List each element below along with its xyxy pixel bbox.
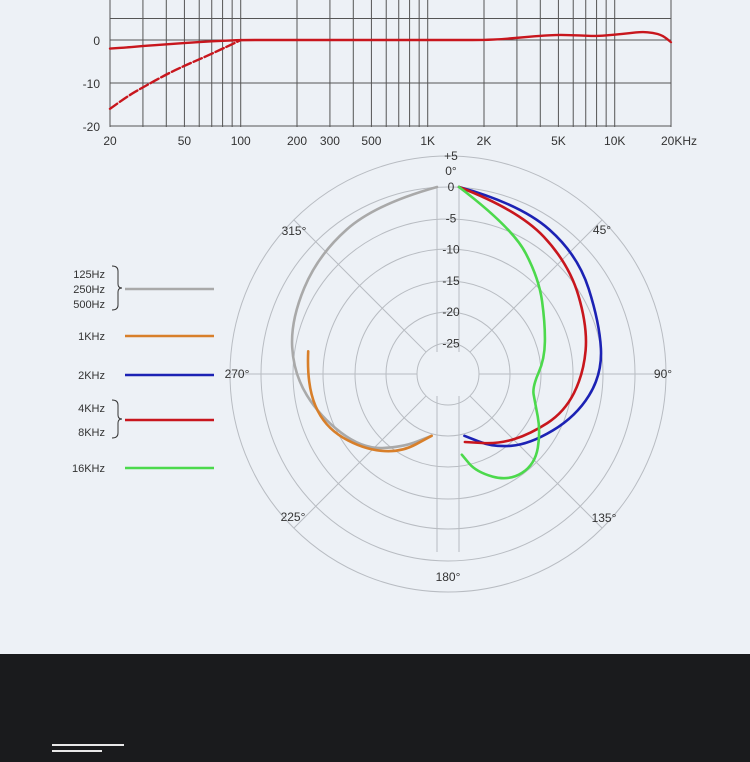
legend-label: 125Hz xyxy=(73,269,105,281)
angle-label: 315° xyxy=(282,224,307,238)
x-tick-label: 20 xyxy=(103,134,117,148)
radius-tick-label: -25 xyxy=(442,336,460,350)
x-tick-label: 20KHz xyxy=(661,134,697,148)
angle-label: 0° xyxy=(445,164,457,178)
angle-label: 45° xyxy=(593,223,611,237)
x-tick-label: 500 xyxy=(361,134,381,148)
radius-tick-label: -15 xyxy=(442,274,460,288)
radius-tick-label: -5 xyxy=(446,211,457,225)
radius-tick-label: 0 xyxy=(448,180,455,194)
y-tick-label: -10 xyxy=(83,77,101,91)
x-tick-label: 10K xyxy=(604,134,625,148)
radius-tick-label: -10 xyxy=(442,243,460,257)
polar-legend: 125Hz 250Hz 500Hz 1KHz 2KHz 4KHz 8KHz 16KHz xyxy=(72,265,214,475)
legend-label: 250Hz xyxy=(73,284,105,296)
legend-label: 2KHz xyxy=(78,370,105,382)
x-tick-label: 200 xyxy=(287,134,307,148)
polar-spoke xyxy=(469,395,603,529)
y-tick-label: -20 xyxy=(83,120,101,134)
polar-curve xyxy=(306,350,433,453)
angle-label: 90° xyxy=(654,367,672,381)
polar-curve xyxy=(457,185,603,448)
angle-label: 135° xyxy=(592,511,617,525)
x-tick-label: 5K xyxy=(551,134,566,148)
x-tick-label: 300 xyxy=(320,134,340,148)
angle-label: 180° xyxy=(436,570,461,584)
angle-label: 225° xyxy=(281,510,306,524)
angle-label: 270° xyxy=(225,367,250,381)
response-curve xyxy=(108,30,673,50)
y-tick-label: 0 xyxy=(93,34,100,48)
x-tick-label: 100 xyxy=(231,134,251,148)
polar-spoke xyxy=(293,219,427,353)
x-tick-label: 50 xyxy=(178,134,192,148)
menu-icon-line xyxy=(52,750,102,752)
legend-brace xyxy=(111,265,123,311)
polar-spoke xyxy=(293,395,427,529)
legend-label: 4KHz xyxy=(78,403,105,415)
polar-ring xyxy=(416,342,480,406)
polar-spoke xyxy=(469,219,603,353)
legend-label: 8KHz xyxy=(78,427,105,439)
radius-tick-label: +5 xyxy=(444,149,458,163)
radius-tick-label: -20 xyxy=(442,305,460,319)
legend-label: 500Hz xyxy=(73,299,105,311)
menu-icon[interactable] xyxy=(52,744,124,746)
legend-brace xyxy=(111,399,123,439)
chart-area: 0 -10 -20 20 50 100 200 300 500 1K 2K 5K 10K 20KHz +5… xyxy=(72,0,697,593)
polar-curve xyxy=(457,185,547,480)
response-curve xyxy=(108,38,242,110)
x-tick-label: 1K xyxy=(420,134,435,148)
polar-pattern-chart: +5 0 -5 -10 -15 -20 -25 0° 45° 90° 135° 180° 225° 270… xyxy=(225,149,672,593)
legend-label: 16KHz xyxy=(72,463,105,475)
polar-curve xyxy=(457,185,588,445)
x-tick-label: 2K xyxy=(477,134,492,148)
polar-curve xyxy=(290,185,439,450)
footer-bar xyxy=(0,654,750,762)
legend-label: 1KHz xyxy=(78,331,105,343)
